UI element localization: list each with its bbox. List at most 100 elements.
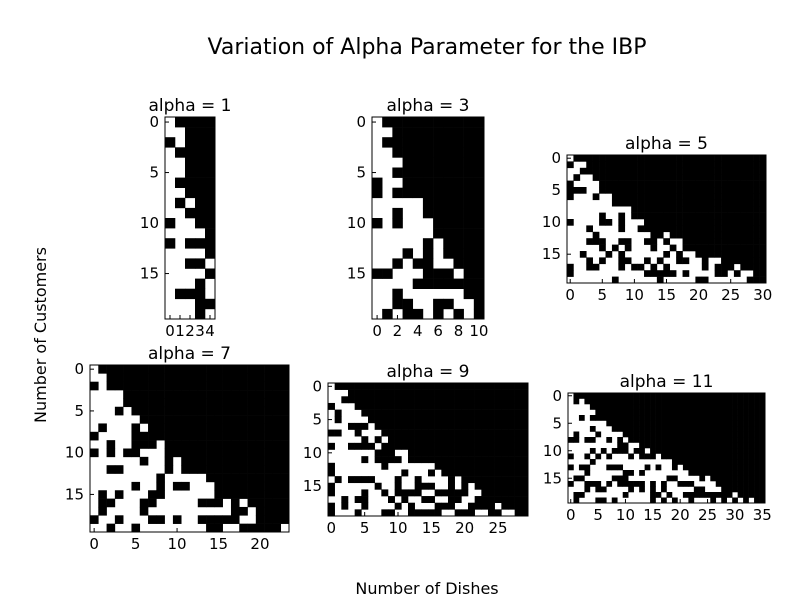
- heatmap-cell: [737, 492, 744, 498]
- heatmap-cell: [239, 390, 248, 399]
- heatmap-cell: [441, 442, 449, 450]
- heatmap-cell: [474, 416, 482, 424]
- heatmap-cell: [737, 470, 744, 476]
- heatmap-cell: [441, 489, 449, 497]
- heatmap-cell: [501, 409, 509, 417]
- heatmap-cell: [521, 502, 529, 510]
- heatmap-cell: [205, 238, 216, 249]
- heatmap-cell: [434, 436, 442, 444]
- x-tick-label: 6: [433, 322, 443, 340]
- heatmap-cell: [676, 174, 683, 181]
- heatmap-cell: [381, 429, 389, 437]
- heatmap-cell: [605, 187, 613, 194]
- heatmap-cell: [743, 459, 749, 465]
- heatmap-cell: [624, 244, 632, 252]
- heatmap-cell: [655, 464, 662, 471]
- heatmap-cell: [468, 396, 475, 404]
- heatmap-cell: [521, 436, 529, 444]
- heatmap-cell: [463, 258, 475, 269]
- heatmap-cell: [727, 238, 735, 245]
- subplot-title: alpha = 11: [620, 372, 714, 392]
- heatmap-cell: [737, 475, 744, 482]
- heatmap-cell: [714, 167, 722, 175]
- heatmap-cell: [494, 449, 502, 457]
- heatmap-cell: [727, 180, 735, 188]
- heatmap-cell: [473, 298, 485, 310]
- heatmap-cell: [197, 406, 207, 416]
- heatmap-cell: [474, 436, 482, 444]
- heatmap-cell: [205, 197, 216, 209]
- heatmap-cell: [348, 422, 355, 430]
- heatmap-cell: [655, 442, 662, 449]
- heatmap-cell: [656, 180, 664, 188]
- heatmap-cell: [682, 187, 690, 194]
- heatmap-cell: [354, 389, 362, 397]
- heatmap-cell: [677, 426, 684, 432]
- heatmap-cell: [622, 431, 629, 438]
- heatmap-cell: [676, 199, 683, 207]
- heatmap-cell: [206, 440, 215, 449]
- heatmap-cell: [721, 393, 727, 399]
- heatmap-cell: [402, 177, 414, 188]
- heatmap-cell: [454, 509, 462, 517]
- heatmap-cell: [514, 496, 522, 503]
- heatmap-cell: [508, 383, 515, 390]
- heatmap-cell: [508, 389, 515, 397]
- heatmap-cell: [708, 180, 715, 188]
- heatmap-cell: [123, 373, 132, 382]
- heatmap-cell: [214, 423, 223, 433]
- heatmap-cell: [578, 464, 585, 471]
- heatmap-cell: [746, 231, 754, 239]
- heatmap-cell: [205, 127, 216, 138]
- heatmap-cell: [494, 396, 502, 404]
- heatmap-cell: [759, 174, 767, 181]
- heatmap-cell: [759, 244, 767, 252]
- heatmap-cell: [488, 416, 495, 424]
- heatmap-cell: [247, 431, 257, 441]
- heatmap-cell: [753, 206, 760, 213]
- heatmap-cell: [230, 398, 240, 408]
- heatmap-cell: [708, 251, 715, 258]
- heatmap-cell: [468, 402, 475, 410]
- heatmap-cell: [661, 442, 667, 449]
- heatmap-cell: [181, 423, 190, 433]
- heatmap-cell: [701, 180, 709, 188]
- x-tick-label: 0: [372, 322, 382, 340]
- heatmap-cell: [682, 270, 690, 277]
- heatmap-cell: [676, 212, 683, 220]
- heatmap-cell: [381, 422, 389, 430]
- heatmap-cell: [656, 199, 664, 207]
- heatmap-cell: [348, 396, 355, 404]
- heatmap-cell: [255, 473, 265, 483]
- heatmap-cell: [624, 155, 632, 162]
- heatmap-cell: [710, 393, 717, 399]
- heatmap-cell: [682, 398, 689, 405]
- heatmap-cell: [131, 381, 141, 391]
- heatmap-cell: [714, 187, 722, 194]
- heatmap-cell: [381, 416, 389, 424]
- heatmap-cell: [514, 456, 522, 464]
- heatmap-cell: [639, 393, 645, 399]
- heatmap-cell: [381, 462, 389, 470]
- heatmap-cell: [508, 422, 515, 430]
- heatmap-cell: [443, 207, 454, 219]
- heatmap-cell: [361, 502, 369, 510]
- heatmap-cell: [746, 199, 754, 207]
- heatmap-cell: [388, 396, 395, 404]
- heatmap-cell: [230, 448, 240, 458]
- heatmap-cell: [474, 482, 482, 490]
- heatmap-cell: [743, 398, 749, 405]
- heatmap-cell: [676, 193, 683, 201]
- heatmap-cell: [230, 473, 240, 483]
- heatmap-cell: [721, 180, 728, 188]
- heatmap-cell: [421, 482, 429, 490]
- heatmap-cell: [695, 219, 703, 226]
- heatmap-cell: [628, 426, 634, 432]
- heatmap-cell: [669, 155, 677, 162]
- heatmap-cell: [473, 238, 485, 249]
- heatmap-cell: [695, 238, 703, 245]
- heatmap-cell: [392, 258, 403, 269]
- heatmap-cell: [721, 251, 728, 258]
- heatmap-cell: [677, 453, 684, 460]
- heatmap-cell: [714, 199, 722, 207]
